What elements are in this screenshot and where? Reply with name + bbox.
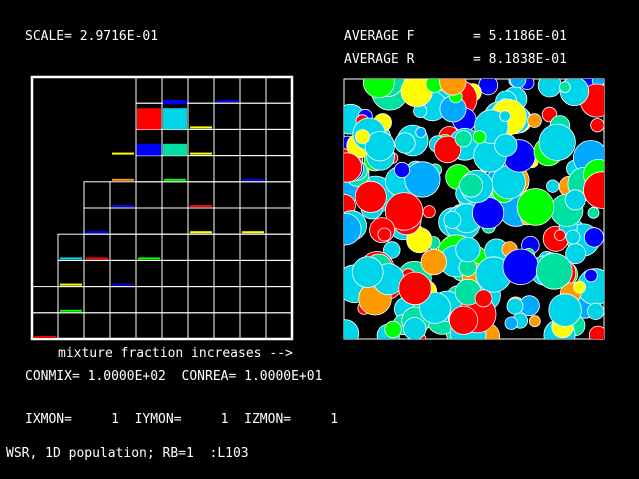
grid-cell-fill: [138, 257, 160, 260]
particle: [587, 302, 604, 320]
particle: [535, 252, 573, 290]
particle: [583, 227, 604, 248]
particle: [383, 241, 401, 259]
particle: [504, 316, 519, 330]
grid-cell-fill: [190, 231, 212, 234]
average-r-value: = 8.1838E-01: [473, 52, 567, 67]
particle: [448, 305, 479, 335]
particle: [528, 315, 541, 328]
particle: [398, 271, 432, 306]
particle: [351, 256, 384, 288]
grid-cell-fill: [112, 178, 134, 181]
particle: [362, 79, 395, 99]
particle: [419, 291, 451, 324]
particle: [583, 171, 604, 209]
particle: [433, 135, 462, 164]
grid-cell-fill: [163, 143, 187, 156]
grid-cell-fill: [34, 336, 56, 338]
grid-cell-fill: [163, 100, 187, 105]
particle: [527, 113, 542, 128]
particle: [537, 79, 562, 98]
scale-readout: SCALE= 2.9716E-01: [25, 29, 159, 44]
particle: [420, 248, 448, 276]
grid-cell-fill: [137, 108, 161, 130]
grid-cell-fill: [137, 143, 161, 156]
particle: [377, 227, 392, 242]
particle: [506, 297, 524, 315]
grid-cell-fill: [164, 178, 186, 181]
particle: [509, 79, 527, 89]
particle: [584, 268, 598, 283]
particle: [439, 79, 467, 96]
particle: [474, 289, 493, 308]
mixture-fraction-label: mixture fraction increases -->: [58, 346, 293, 361]
average-f-label: AVERAGE F: [344, 29, 415, 44]
grid-cell-fill: [112, 205, 134, 207]
particle: [404, 161, 441, 198]
particle: [344, 152, 363, 183]
particle: [564, 189, 586, 211]
particle: [384, 192, 424, 231]
particle: [454, 130, 472, 148]
status-line: WSR, 1D population; RB=1 :L103: [6, 446, 249, 461]
particle: [548, 293, 582, 327]
grid-cell-fill: [190, 205, 212, 207]
particle: [478, 79, 499, 96]
particle: [344, 213, 362, 246]
grid-cell-fill: [60, 309, 82, 312]
grid-cell-fill: [86, 231, 108, 234]
monitor-readout: IXMON= 1 IYMON= 1 IZMON= 1: [25, 412, 339, 427]
grid-cell-fill: [242, 231, 264, 234]
particle-group: [344, 79, 604, 339]
grid-cell-fill: [86, 257, 108, 260]
particle: [588, 325, 604, 339]
particle: [590, 118, 604, 133]
particle: [587, 206, 600, 219]
average-r-label: AVERAGE R: [344, 52, 415, 67]
particle: [459, 173, 484, 198]
particle: [472, 130, 487, 144]
particle: [546, 179, 560, 193]
grid-cell-fill: [60, 257, 82, 260]
particle: [455, 237, 481, 263]
grid-cell-fill: [163, 108, 187, 130]
con-readout: CONMIX= 1.0000E+02 CONREA= 1.0000E+01: [25, 369, 323, 384]
grid-cell-fill: [216, 100, 238, 103]
particle: [393, 161, 411, 179]
grid-cell-fill: [190, 126, 212, 129]
particle: [494, 133, 518, 157]
grid-cell-fill: [112, 152, 134, 155]
particle: [502, 248, 539, 285]
grid-cell-fill: [190, 152, 212, 155]
particle: [559, 81, 571, 93]
grid-cell-fill: [242, 178, 264, 181]
particle: [499, 110, 511, 122]
grid-cell-fill: [60, 283, 82, 286]
particle: [538, 123, 576, 161]
particle: [565, 229, 581, 245]
particle: [554, 229, 566, 242]
particle: [354, 129, 370, 145]
grid-cell: [265, 312, 293, 340]
particle: [403, 317, 427, 339]
particle: [516, 188, 555, 226]
particle: [364, 131, 395, 162]
particle: [573, 280, 586, 294]
particle: [344, 319, 360, 339]
grid-cell-fill: [112, 283, 134, 286]
particle: [394, 132, 416, 154]
particle: [422, 205, 436, 219]
particle: [443, 210, 462, 229]
particle: [354, 180, 387, 213]
particle: [384, 320, 402, 339]
particle: [415, 126, 427, 138]
average-f-value: = 5.1186E-01: [473, 29, 567, 44]
